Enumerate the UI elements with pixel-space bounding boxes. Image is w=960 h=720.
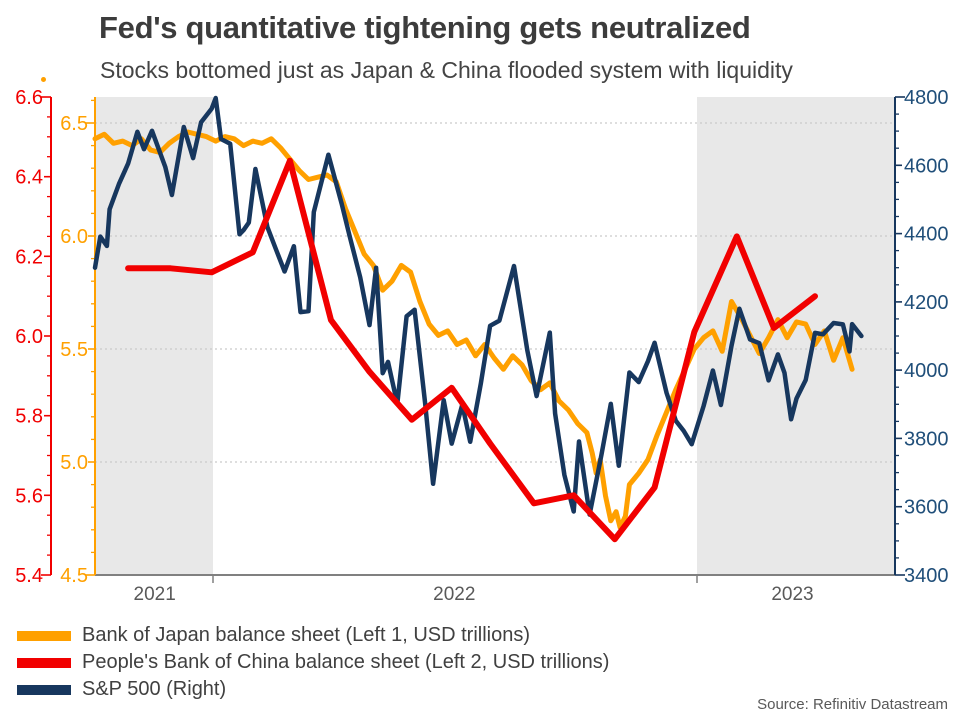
legend-swatch-orange — [17, 630, 71, 641]
axis-tick-label: 6.6 — [15, 87, 43, 109]
source-attribution: Source: Refinitiv Datastream — [757, 696, 948, 713]
right-axis-sp500: 3400 3600 3800 4000 4200 4400 4600 4800 — [894, 87, 949, 587]
axis-tick-label: 6.0 — [60, 226, 88, 248]
legend-item-pboc: People's Bank of China balance sheet (Le… — [17, 649, 609, 676]
axis-tick-label: 3400 — [904, 565, 949, 587]
left-axis-pboc: 5.4 5.6 5.8 6.0 6.2 6.4 6.6 — [15, 87, 52, 587]
chart-legend: Bank of Japan balance sheet (Left 1, USD… — [17, 622, 609, 703]
series-pboc — [125, 157, 818, 543]
axis-tick-label: 4000 — [904, 360, 949, 382]
axis-tick-label: 5.4 — [15, 565, 43, 587]
axis-tick-label: 6.5 — [60, 113, 88, 135]
shaded-regions — [95, 97, 895, 575]
legend-item-boj: Bank of Japan balance sheet (Left 1, USD… — [17, 622, 609, 649]
axis-tick-label: 4800 — [904, 87, 949, 109]
legend-label: S&P 500 (Right) — [82, 678, 227, 700]
axis-tick-label: 5.8 — [15, 406, 43, 428]
axis-tick-label: 3800 — [904, 428, 949, 450]
x-axis-year-label: 2022 — [433, 584, 475, 605]
x-axis: 2021 2022 2023 — [95, 574, 895, 605]
page-subtitle: Stocks bottomed just as Japan & China fl… — [100, 57, 793, 83]
legend-swatch-navy — [17, 684, 71, 695]
axis-tick-label: 6.0 — [15, 326, 43, 348]
axis-tick-label: 4600 — [904, 155, 949, 177]
axis-tick-label: 6.2 — [15, 246, 43, 268]
legend-swatch-red — [17, 657, 71, 668]
page-title: Fed's quantitative tightening gets neutr… — [99, 10, 751, 45]
axis-tick-label: 4.5 — [60, 565, 88, 587]
legend-label: Bank of Japan balance sheet (Left 1, USD… — [82, 624, 531, 646]
axis-tick-label: 5.5 — [60, 339, 88, 361]
axis-tick-label: 3600 — [904, 497, 949, 519]
axis-tick-label: 4200 — [904, 292, 949, 314]
axis-tick-label: 5.6 — [15, 485, 43, 507]
axis-title-dot — [41, 77, 46, 82]
legend-label: People's Bank of China balance sheet (Le… — [82, 651, 610, 673]
series-boj — [92, 129, 855, 530]
x-axis-year-label: 2021 — [134, 584, 176, 605]
axis-tick-label: 5.0 — [60, 452, 88, 474]
axis-tick-label: 4400 — [904, 224, 949, 246]
legend-item-sp500: S&P 500 (Right) — [17, 676, 609, 703]
x-axis-year-label: 2023 — [771, 584, 813, 605]
axis-tick-label: 6.4 — [15, 167, 43, 189]
left-axis-boj: 4.5 5.0 5.5 6.0 6.5 — [60, 97, 96, 587]
